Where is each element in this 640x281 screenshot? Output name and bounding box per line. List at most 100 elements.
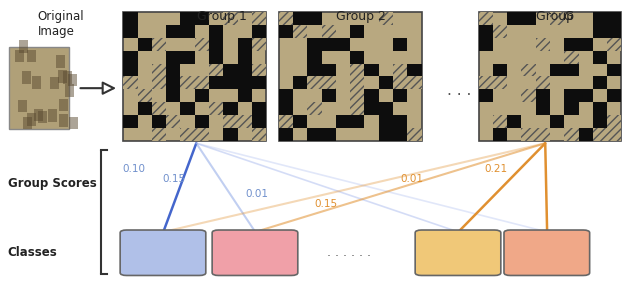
Bar <box>152 38 166 51</box>
Text: 0.01: 0.01 <box>401 174 424 184</box>
Bar <box>166 25 180 38</box>
Text: Original
Image: Original Image <box>38 10 84 38</box>
Bar <box>350 51 364 64</box>
Bar <box>564 38 579 51</box>
Bar <box>350 115 364 128</box>
Text: 0.01: 0.01 <box>245 189 268 199</box>
Bar <box>307 102 321 115</box>
Bar <box>195 128 209 140</box>
Bar <box>564 102 579 115</box>
Bar <box>18 99 27 112</box>
Bar <box>209 38 223 51</box>
Bar <box>124 76 138 89</box>
Bar <box>223 115 237 128</box>
Text: Tench: Tench <box>147 248 179 258</box>
Bar <box>522 12 536 25</box>
Bar <box>564 89 579 102</box>
Bar <box>536 89 550 102</box>
Bar <box>593 12 607 25</box>
Bar <box>522 128 536 140</box>
Bar <box>124 12 138 25</box>
Bar <box>152 102 166 115</box>
Bar <box>564 64 579 76</box>
Bar <box>166 64 180 76</box>
Bar <box>307 12 321 25</box>
Bar <box>379 12 393 25</box>
Text: Hen: Hen <box>536 248 558 258</box>
Bar <box>336 38 350 51</box>
Bar <box>68 74 77 86</box>
Bar <box>180 76 195 89</box>
Bar <box>237 89 252 102</box>
Bar <box>536 76 550 89</box>
Bar <box>209 76 223 89</box>
Text: 0.21: 0.21 <box>485 164 508 175</box>
Bar <box>166 115 180 128</box>
Bar <box>550 12 564 25</box>
Text: . . . . . .: . . . . . . <box>326 246 371 259</box>
Text: Group Scores: Group Scores <box>8 177 97 190</box>
Bar <box>607 64 621 76</box>
Bar <box>124 25 138 38</box>
Bar <box>195 76 209 89</box>
Bar <box>522 64 536 76</box>
Text: Group: Group <box>536 10 578 23</box>
Bar <box>209 51 223 64</box>
Bar <box>138 38 152 51</box>
Bar <box>364 102 379 115</box>
Bar <box>607 115 621 128</box>
Bar <box>237 115 252 128</box>
Bar <box>56 55 65 68</box>
Bar <box>321 25 336 38</box>
Bar <box>564 51 579 64</box>
Bar <box>479 12 493 25</box>
Bar <box>223 102 237 115</box>
Bar <box>180 128 195 140</box>
Bar <box>15 50 24 62</box>
Bar <box>379 115 393 128</box>
Bar <box>593 51 607 64</box>
Bar <box>379 128 393 140</box>
Bar <box>579 89 593 102</box>
Bar <box>307 51 321 64</box>
Bar <box>293 25 307 38</box>
Bar <box>195 38 209 51</box>
Text: Goldfish: Goldfish <box>232 248 278 258</box>
Bar <box>593 128 607 140</box>
Bar <box>58 70 67 83</box>
Bar <box>209 64 223 76</box>
Bar <box>9 47 69 130</box>
Text: 0.15: 0.15 <box>163 174 186 184</box>
Bar <box>336 115 350 128</box>
Bar <box>393 89 407 102</box>
Bar <box>550 115 564 128</box>
Bar <box>252 64 266 76</box>
Bar <box>138 102 152 115</box>
Bar <box>479 76 493 89</box>
Bar <box>393 38 407 51</box>
FancyBboxPatch shape <box>120 230 206 275</box>
Bar <box>50 77 59 89</box>
Bar <box>59 99 68 111</box>
Text: 0.15: 0.15 <box>315 199 338 209</box>
Bar <box>507 115 522 128</box>
Bar <box>593 115 607 128</box>
Bar <box>522 89 536 102</box>
Bar <box>180 102 195 115</box>
Bar <box>493 128 507 140</box>
Bar <box>593 102 607 115</box>
Bar <box>493 25 507 38</box>
Bar <box>22 71 31 84</box>
Bar <box>593 76 607 89</box>
Bar <box>195 89 209 102</box>
Bar <box>166 51 180 64</box>
Bar <box>350 89 364 102</box>
Bar <box>407 128 422 140</box>
Bar <box>321 64 336 76</box>
Text: Group 2: Group 2 <box>336 10 386 23</box>
Bar <box>138 89 152 102</box>
Bar <box>48 109 57 122</box>
Bar <box>579 128 593 140</box>
Bar <box>379 102 393 115</box>
Bar <box>536 128 550 140</box>
